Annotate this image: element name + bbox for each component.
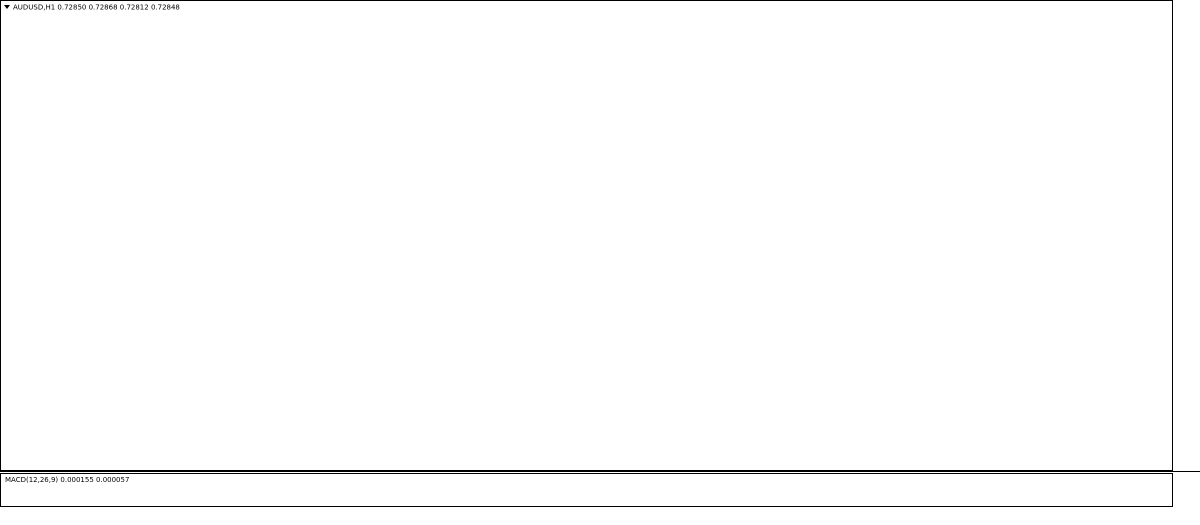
macd-title: MACD(12,26,9) 0.000155 0.000057: [5, 476, 129, 484]
macd-pane-border: [0, 473, 1173, 507]
menu-arrow-icon[interactable]: [4, 5, 10, 9]
chart-title: AUDUSD,H1 0.72850 0.72868 0.72812 0.7284…: [13, 4, 180, 12]
main-pane-border: [0, 0, 1173, 471]
